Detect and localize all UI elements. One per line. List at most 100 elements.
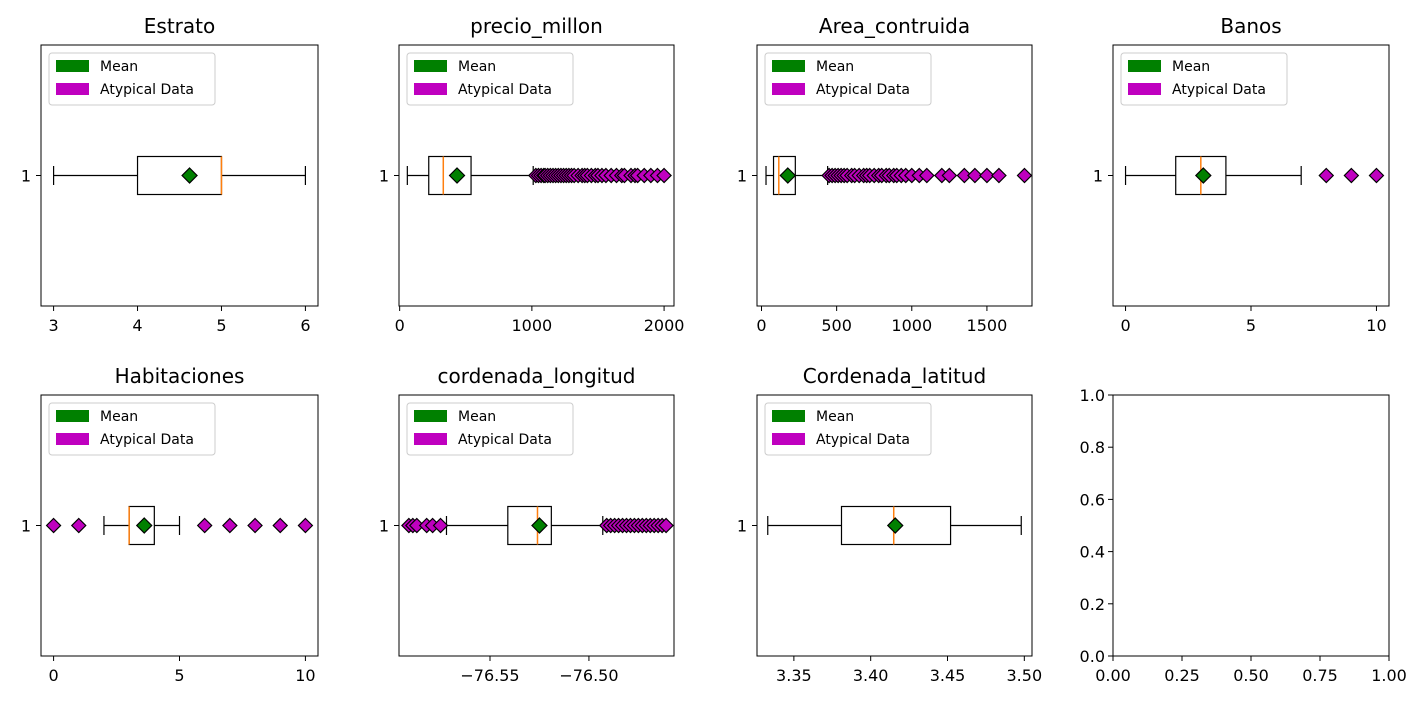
legend-frame [406, 52, 574, 106]
legend-frame [48, 402, 216, 456]
y-tick-label: 0.8 [1080, 438, 1105, 457]
legend-frame [1120, 52, 1288, 106]
y-tick-label: 1 [737, 167, 747, 186]
subplot-title: Banos [1220, 14, 1281, 38]
x-tick-label: 5 [216, 316, 226, 335]
y-tick-label: 1.0 [1080, 386, 1105, 405]
legend-swatch-mean [414, 60, 447, 72]
x-tick-label: 1000 [891, 316, 932, 335]
x-tick-label: 3.40 [853, 666, 889, 685]
legend-frame [764, 402, 932, 456]
axes-frame [40, 44, 319, 307]
legend: Mean Atypical Data [48, 52, 216, 106]
outlier-marker [956, 167, 973, 184]
subplot-5: Habitaciones 0 5 10 1 Mean Atypical Data [21, 364, 319, 685]
outlier-marker [297, 517, 314, 534]
outlier-marker [70, 517, 87, 534]
legend-label-outlier: Atypical Data [100, 432, 194, 448]
mean-marker [1194, 167, 1212, 184]
y-tick-label: 1 [737, 517, 747, 536]
legend-label-outlier: Atypical Data [1172, 82, 1266, 98]
legend-label-mean: Mean [816, 59, 854, 75]
mean-marker [779, 167, 797, 184]
axes-frame [40, 394, 319, 657]
legend-label-outlier: Atypical Data [816, 82, 910, 98]
subplot-title: cordenada_longitud [438, 364, 636, 388]
y-tick-label: 0.2 [1080, 595, 1105, 614]
x-tick-label: 3.35 [776, 666, 812, 685]
legend-frame [764, 52, 932, 106]
y-tick-label: 1 [379, 517, 389, 536]
y-tick-label: 1 [21, 167, 31, 186]
x-tick-label: 2000 [644, 316, 685, 335]
legend-label-mean: Mean [458, 59, 496, 75]
y-tick-label: 0.6 [1080, 490, 1105, 509]
legend-label-mean: Mean [100, 409, 138, 425]
x-tick-label: −76.55 [460, 666, 519, 685]
subplot-title: precio_millon [470, 14, 603, 38]
legend-swatch-mean [414, 410, 447, 422]
legend-label-mean: Mean [458, 409, 496, 425]
outlier-marker [979, 167, 995, 184]
mean-marker [886, 517, 904, 534]
legend-label-mean: Mean [100, 59, 138, 75]
legend-label-outlier: Atypical Data [458, 432, 552, 448]
legend-label-outlier: Atypical Data [816, 432, 910, 448]
iqr-box [136, 155, 223, 196]
x-tick-label: 0 [48, 666, 58, 685]
legend: Mean Atypical Data [1120, 52, 1288, 106]
x-tick-label: 4 [132, 316, 142, 335]
outlier-marker [967, 167, 983, 184]
axes-frame [756, 44, 1033, 307]
outlier-marker [1343, 167, 1360, 184]
axes-frame [1112, 394, 1390, 657]
legend-swatch-mean [56, 410, 89, 422]
legend: Mean Atypical Data [406, 402, 574, 456]
subplot-8: 0.00 0.25 0.50 0.75 1.00 0.0 0.2 0.4 0.6 0.8 1.0 [1080, 386, 1407, 685]
outlier-marker [45, 517, 62, 534]
x-tick-label: 500 [821, 316, 852, 335]
iqr-box [428, 155, 472, 196]
outlier-marker [1318, 167, 1335, 184]
mean-marker [448, 167, 466, 184]
legend-swatch-mean [1128, 60, 1161, 72]
legend: Mean Atypical Data [764, 52, 932, 106]
x-tick-label: 0 [395, 316, 405, 335]
x-tick-label: 1000 [512, 316, 553, 335]
x-tick-label: 10 [295, 666, 315, 685]
mean-marker [531, 517, 548, 534]
legend-swatch-outlier [414, 433, 447, 445]
x-tick-label: −76.50 [559, 666, 618, 685]
y-tick-label: 0.4 [1080, 543, 1105, 562]
legend-swatch-outlier [772, 433, 805, 445]
subplot-title: Habitaciones [115, 364, 245, 388]
outlier-marker [432, 517, 449, 534]
x-tick-label: 0.50 [1233, 666, 1269, 685]
x-tick-label: 5 [174, 666, 184, 685]
legend-swatch-mean [772, 410, 805, 422]
outlier-marker [656, 167, 672, 184]
outlier-marker [658, 517, 674, 534]
outlier-marker [222, 517, 238, 534]
y-tick-label: 0.0 [1080, 647, 1105, 666]
outlier-marker [1368, 167, 1385, 184]
subplot-7: Cordenada_latitud 3.35 3.40 3.45 3.50 1 Mean At… [737, 364, 1042, 685]
outlier-marker [1016, 167, 1033, 184]
x-tick-label: 0.25 [1164, 666, 1200, 685]
outlier-marker [991, 167, 1007, 184]
mean-marker [135, 517, 153, 534]
subplot-2: precio_millon 0 1000 2000 1 Mean Atypical Data [379, 14, 685, 335]
x-tick-label: 5 [1246, 316, 1256, 335]
legend-swatch-outlier [56, 433, 89, 445]
x-tick-label: 0 [1120, 316, 1130, 335]
outlier-marker [247, 517, 263, 534]
legend-label-outlier: Atypical Data [458, 82, 552, 98]
mean-marker [181, 167, 198, 184]
legend: Mean Atypical Data [764, 402, 932, 456]
subplot-title: Estrato [144, 14, 215, 38]
legend-frame [406, 402, 574, 456]
legend-label-mean: Mean [1172, 59, 1210, 75]
outlier-marker [272, 517, 289, 534]
x-tick-label: 0 [756, 316, 766, 335]
